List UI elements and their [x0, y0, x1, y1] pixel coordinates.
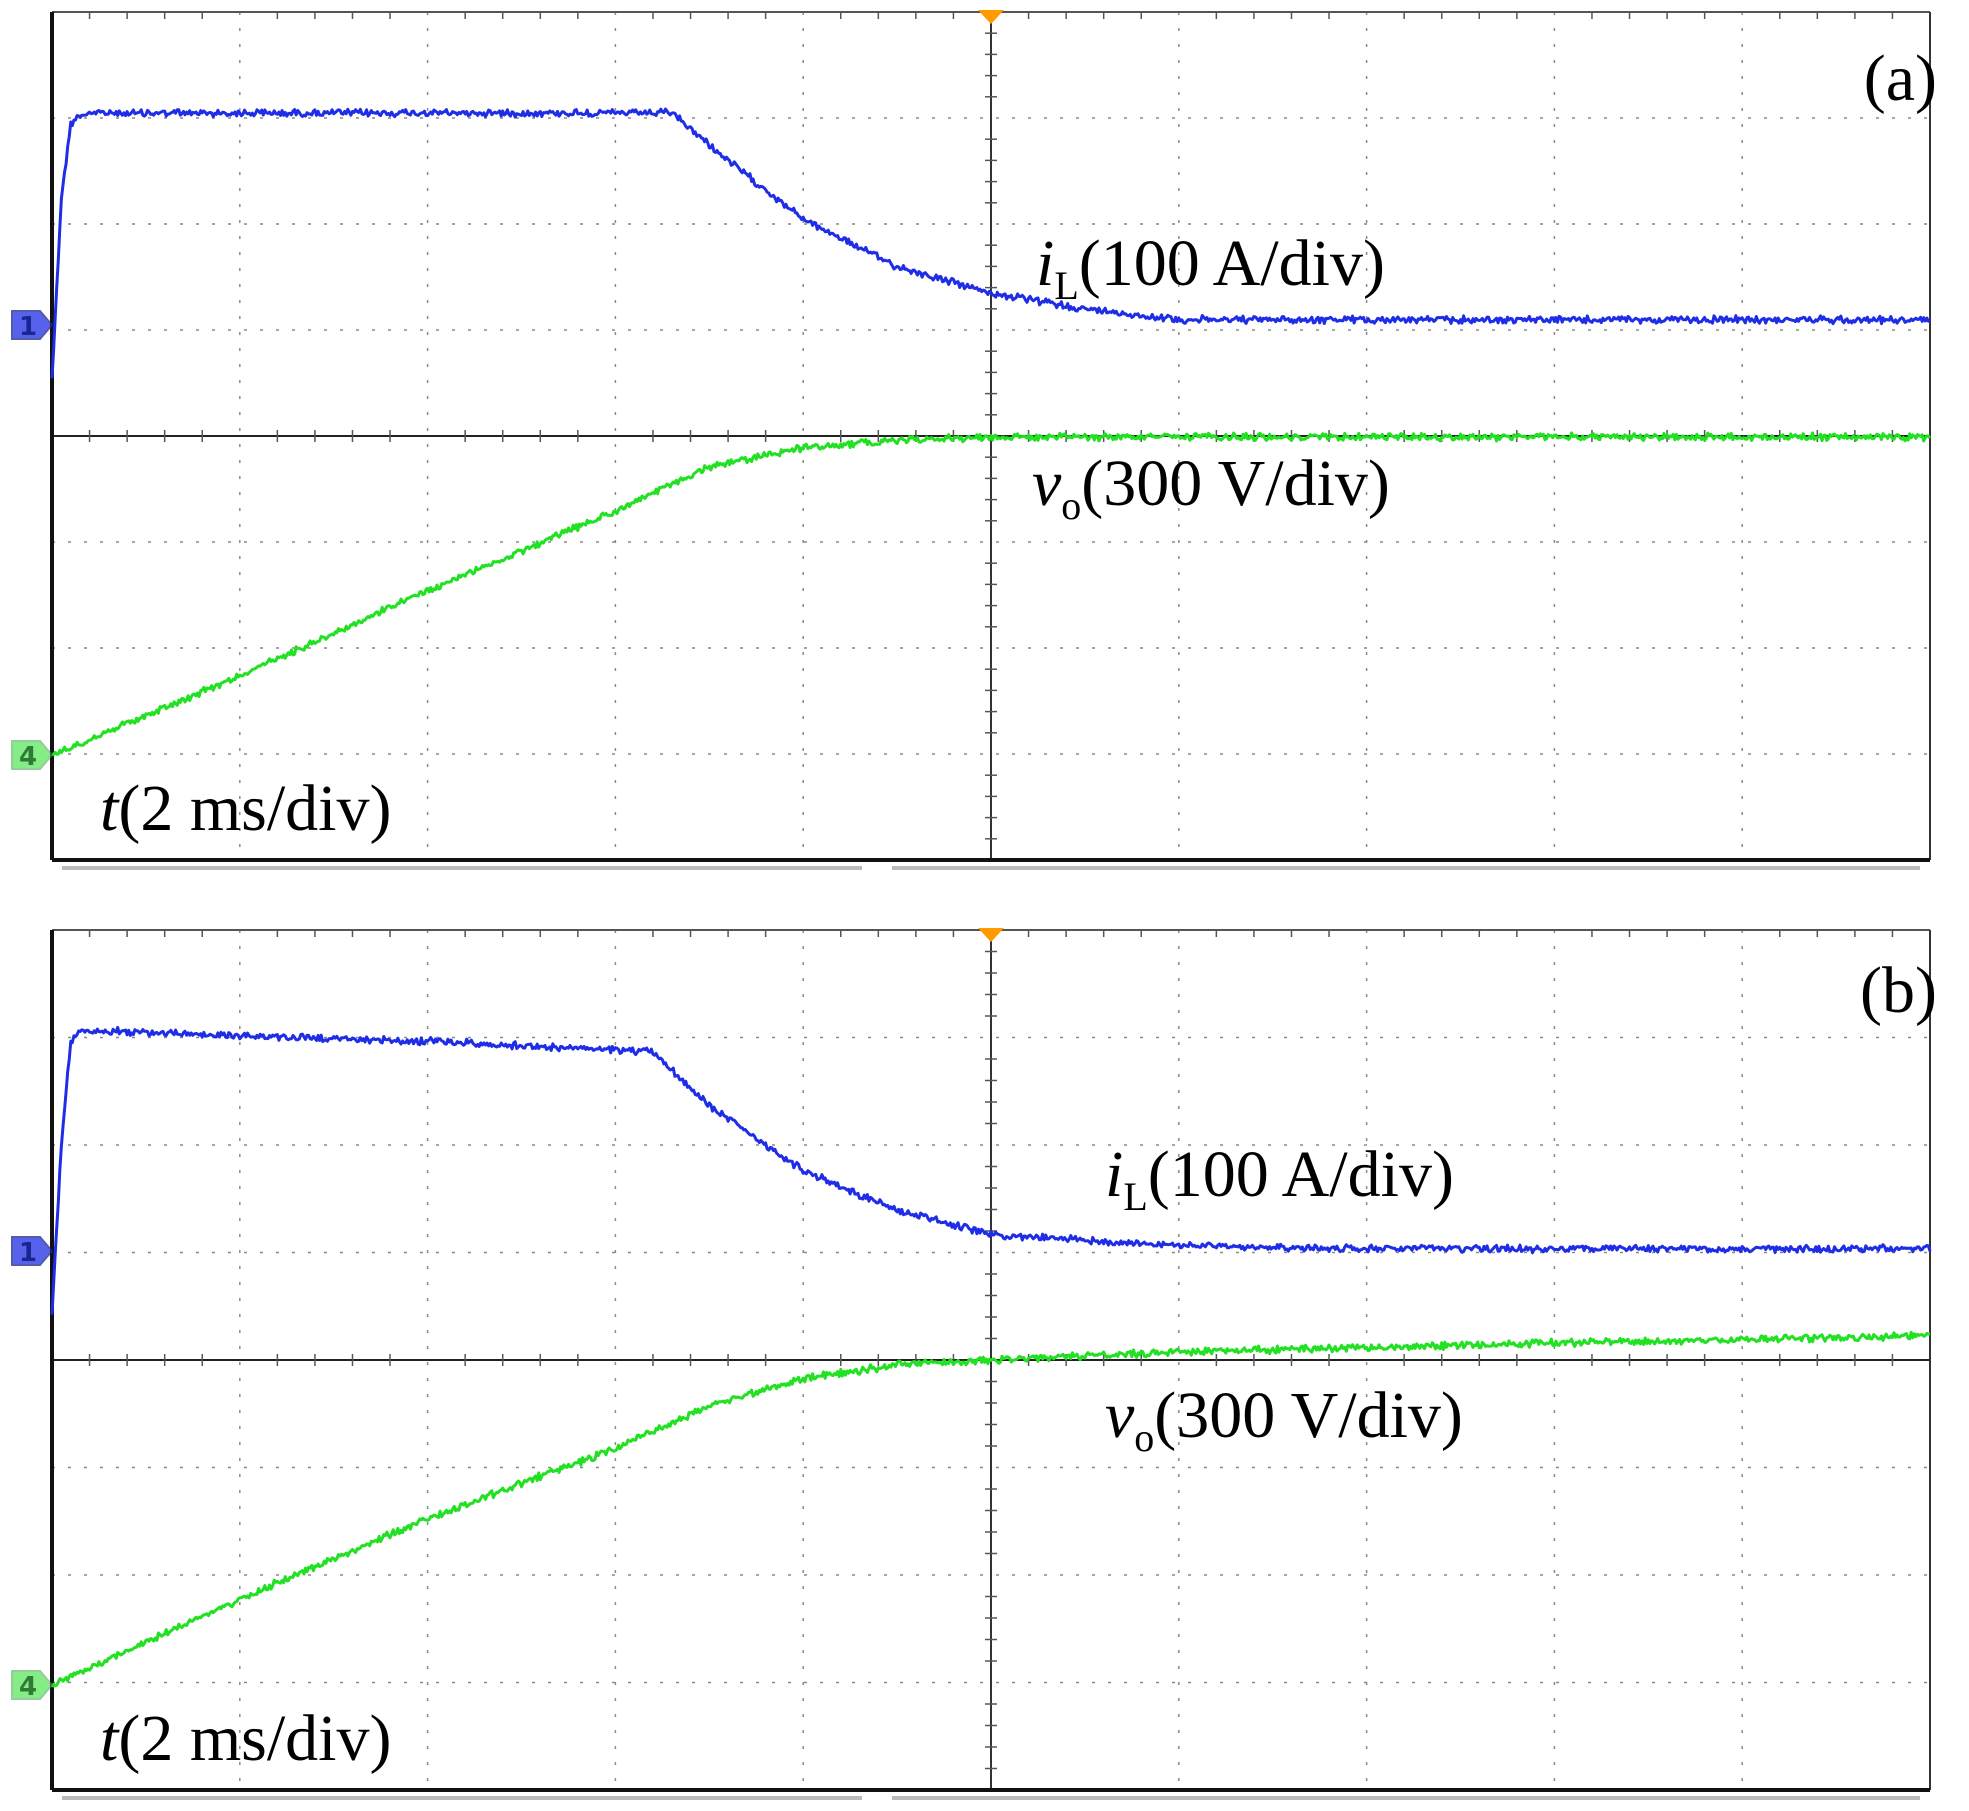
- panel-b-voltage-label: vo(300 V/div): [1105, 1379, 1463, 1460]
- trace-channel-1: [50, 107, 1930, 379]
- channel-4-marker: 4: [11, 740, 54, 772]
- panel-a-time-var: t: [100, 772, 120, 845]
- trace-channel-4: [50, 1330, 1931, 1688]
- channel-marker-number: 4: [19, 1672, 37, 1702]
- panel-b-time-var: t: [100, 1702, 120, 1775]
- panel-a-current-var: i: [1036, 227, 1054, 300]
- channel-marker-shape: [11, 1670, 54, 1700]
- panel-b-current-label: iL(100 A/div): [1105, 1138, 1454, 1219]
- panel-a-current-label: iL(100 A/div): [1036, 227, 1385, 308]
- channel-4-marker: 4: [11, 1670, 54, 1702]
- panel-a-voltage-scale: (300 V/div): [1081, 447, 1390, 520]
- panel-b-current-scale: (100 A/div): [1148, 1138, 1454, 1211]
- panel-a-voltage-var: v: [1032, 447, 1062, 520]
- panel-a-channel-markers: 14: [11, 310, 54, 772]
- channel-1-marker: 1: [11, 1236, 54, 1268]
- panel-b-time-label: t(2 ms/div): [100, 1702, 392, 1775]
- panel-b-voltage-scale: (300 V/div): [1154, 1379, 1463, 1452]
- panel-a-label: (a): [1864, 42, 1937, 115]
- panel-a-voltage-sub: o: [1061, 483, 1081, 528]
- channel-marker-number: 1: [19, 312, 37, 342]
- channel-1-marker: 1: [11, 310, 54, 342]
- panel-a-time-label: t(2 ms/div): [100, 772, 392, 845]
- panel-a-traces: [50, 107, 1932, 757]
- panel-b-voltage-var: v: [1105, 1379, 1135, 1452]
- panel-b: 14 (b) iL(100 A/div) vo(300 V/div) t(2 m…: [11, 928, 1937, 1800]
- trace-channel-4: [51, 431, 1932, 757]
- channel-marker-shape: [11, 1236, 54, 1266]
- trace-channel-1: [50, 1025, 1932, 1315]
- panel-b-current-sub: L: [1123, 1174, 1147, 1219]
- panel-a-current-scale: (100 A/div): [1079, 227, 1385, 300]
- panel-b-channel-markers: 14: [11, 1236, 54, 1702]
- channel-marker-shape: [11, 310, 54, 340]
- panel-b-traces: [50, 1025, 1932, 1688]
- channel-marker-number: 4: [19, 742, 37, 772]
- panel-a: 14 (a) iL(100 A/div) vo(300 V/div) t(2 m…: [11, 10, 1937, 870]
- trigger-marker: [978, 928, 1004, 942]
- panel-a-current-sub: L: [1054, 263, 1078, 308]
- panel-b-voltage-sub: o: [1134, 1415, 1154, 1460]
- panel-b-current-var: i: [1105, 1138, 1123, 1211]
- channel-marker-shape: [11, 740, 54, 770]
- channel-marker-number: 1: [19, 1238, 37, 1268]
- panel-b-label: (b): [1860, 954, 1937, 1027]
- panel-a-voltage-label: vo(300 V/div): [1032, 447, 1390, 528]
- panel-a-time-unit: (2 ms/div): [118, 772, 391, 845]
- panel-b-graticule: [50, 928, 1931, 1800]
- trigger-marker: [978, 10, 1004, 24]
- panel-b-time-unit: (2 ms/div): [118, 1702, 391, 1775]
